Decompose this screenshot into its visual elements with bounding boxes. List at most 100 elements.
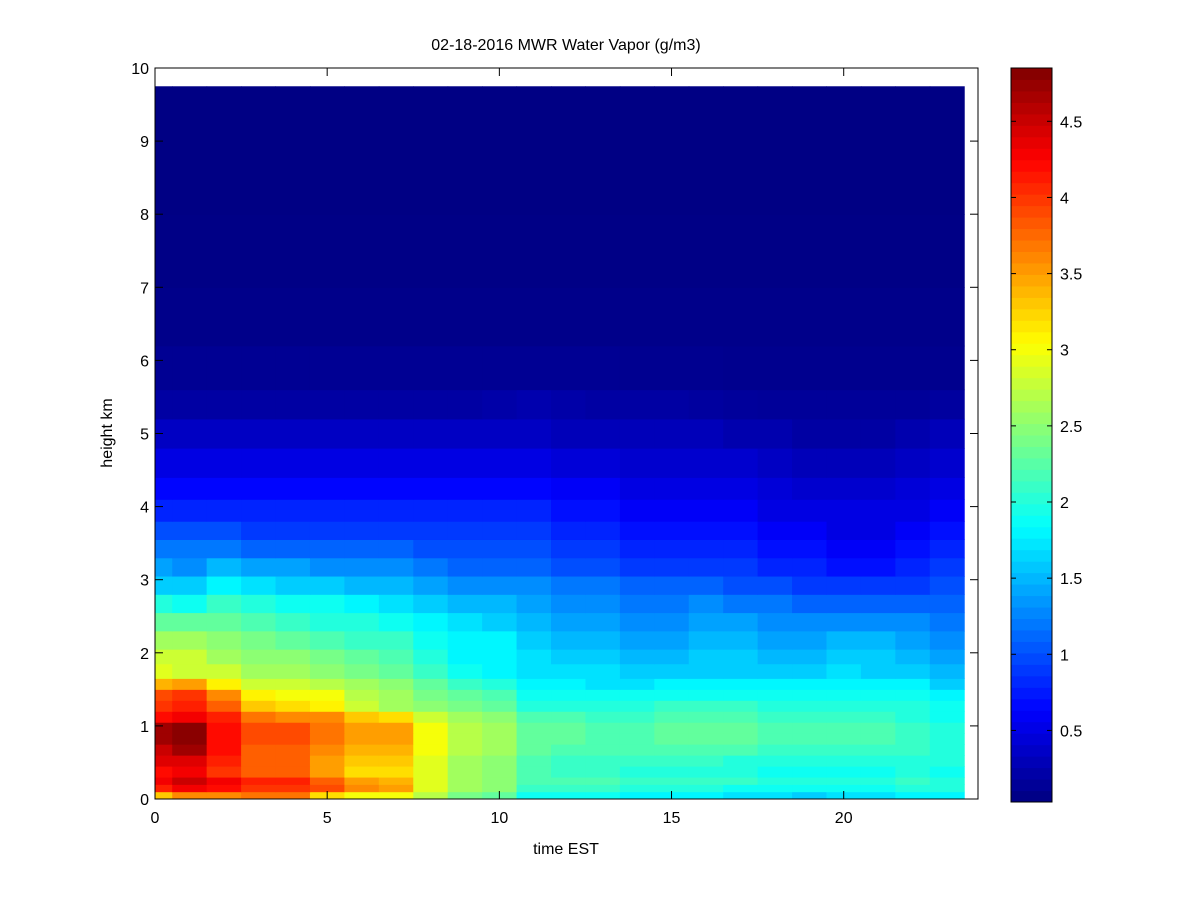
- x-tick-label: 5: [323, 810, 332, 827]
- heatmap-cell: [654, 389, 690, 420]
- heatmap-cell: [155, 287, 173, 347]
- heatmap-cell: [860, 733, 896, 745]
- heatmap-cell: [516, 755, 552, 767]
- heatmap-cell: [413, 649, 449, 665]
- heatmap-cell: [378, 663, 414, 679]
- heatmap-cell: [275, 214, 311, 288]
- heatmap-cell: [585, 784, 621, 793]
- heatmap-cell: [723, 649, 759, 665]
- heatmap-cell: [723, 389, 759, 420]
- heatmap-cell: [723, 791, 759, 800]
- heatmap-cell: [378, 630, 414, 650]
- heatmap-cell: [275, 784, 311, 793]
- heatmap-cell: [241, 744, 277, 756]
- heatmap-cell: [206, 663, 242, 679]
- colorbar-swatch: [1011, 389, 1052, 402]
- heatmap-cell: [551, 630, 586, 650]
- heatmap-cell: [551, 214, 586, 288]
- heatmap-cell: [654, 711, 690, 723]
- heatmap-cell: [654, 630, 690, 650]
- heatmap-cell: [206, 539, 242, 559]
- y-axis-label: height km: [99, 398, 116, 467]
- heatmap-cell: [413, 576, 449, 595]
- heatmap-cell: [792, 576, 827, 595]
- heatmap-cell: [551, 711, 586, 723]
- heatmap-cell: [826, 755, 862, 767]
- heatmap-cell: [619, 766, 655, 778]
- heatmap-cell: [482, 722, 518, 734]
- heatmap-cell: [585, 448, 621, 478]
- heatmap-cell: [757, 576, 793, 595]
- heatmap-cell: [757, 722, 793, 734]
- heatmap-cell: [309, 521, 345, 540]
- heatmap-cell: [551, 733, 586, 745]
- heatmap-cell: [585, 594, 621, 614]
- heatmap-cell: [792, 722, 827, 734]
- heatmap-cell: [482, 784, 518, 793]
- heatmap-cell: [344, 477, 380, 500]
- heatmap-cell: [516, 722, 552, 734]
- heatmap-cell: [413, 477, 449, 500]
- heatmap-cell: [241, 630, 277, 650]
- heatmap-cell: [378, 86, 414, 215]
- heatmap-cell: [792, 663, 827, 679]
- heatmap-cell: [344, 418, 380, 449]
- heatmap-cell: [860, 678, 896, 690]
- heatmap-cell: [895, 389, 931, 420]
- heatmap-cell: [929, 557, 965, 577]
- heatmap-cell: [378, 766, 414, 778]
- heatmap-cell: [309, 345, 345, 391]
- heatmap-cell: [344, 389, 380, 420]
- heatmap-cell: [723, 689, 759, 701]
- heatmap-cell: [172, 722, 208, 734]
- heatmap-cell: [309, 630, 345, 650]
- heatmap-cell: [482, 744, 518, 756]
- heatmap-cell: [688, 521, 724, 540]
- heatmap-cell: [619, 86, 655, 215]
- heatmap-cell: [860, 345, 896, 391]
- heatmap-cell: [895, 630, 931, 650]
- heatmap-cell: [344, 663, 380, 679]
- heatmap-cell: [309, 766, 345, 778]
- heatmap-cell: [241, 86, 277, 215]
- heatmap-cell: [378, 499, 414, 522]
- heatmap-cell: [792, 630, 827, 650]
- heatmap-cell: [551, 700, 586, 712]
- heatmap-cell: [309, 744, 345, 756]
- heatmap-cell: [551, 521, 586, 540]
- heatmap-cell: [206, 711, 242, 723]
- heatmap-cell: [723, 711, 759, 723]
- heatmap-cell: [275, 755, 311, 767]
- heatmap-cell: [344, 612, 380, 632]
- colorbar-swatch: [1011, 308, 1052, 321]
- heatmap-cell: [413, 755, 449, 767]
- heatmap-cell: [551, 744, 586, 756]
- heatmap-cell: [792, 287, 827, 347]
- colorbar-swatch: [1011, 217, 1052, 230]
- heatmap-cell: [447, 663, 483, 679]
- heatmap-cell: [860, 784, 896, 793]
- heatmap-cell: [309, 722, 345, 734]
- heatmap-cell: [585, 700, 621, 712]
- heatmap-cell: [516, 663, 552, 679]
- heatmap-cell: [654, 214, 690, 288]
- heatmap-cell: [275, 499, 311, 522]
- heatmap-cell: [241, 689, 277, 701]
- heatmap-cell: [619, 711, 655, 723]
- heatmap-cell: [206, 755, 242, 767]
- heatmap-cell: [378, 345, 414, 391]
- heatmap-cell: [688, 755, 724, 767]
- heatmap-cell: [895, 418, 931, 449]
- heatmap-cell: [688, 766, 724, 778]
- colorbar-box: [1010, 67, 1053, 803]
- heatmap-cell: [860, 557, 896, 577]
- heatmap-cell: [585, 557, 621, 577]
- heatmap-cell: [344, 722, 380, 734]
- colorbar-swatch: [1011, 148, 1052, 161]
- heatmap-cell: [516, 594, 552, 614]
- heatmap-cell: [344, 766, 380, 778]
- heatmap-cell: [757, 777, 793, 785]
- heatmap-cell: [619, 477, 655, 500]
- heatmap-cell: [516, 521, 552, 540]
